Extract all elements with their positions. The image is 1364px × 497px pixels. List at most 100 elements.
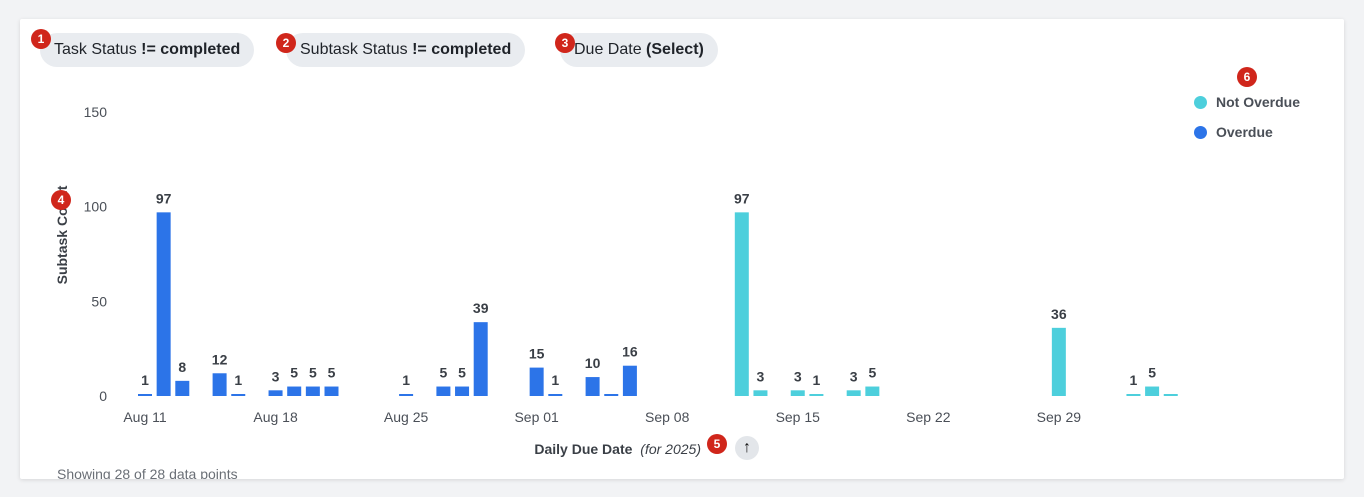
bar-value-label: 5 bbox=[328, 365, 336, 381]
bar-value-label: 5 bbox=[458, 365, 466, 381]
filter-chip-task-status[interactable]: Task Status != completed bbox=[40, 33, 255, 67]
bar-chart: 0 50 100 150 Aug 11 Aug 18 Aug 25 Sep 01 Sep 08… bbox=[54, 104, 1178, 457]
bar-not-overdue[interactable] bbox=[809, 394, 824, 396]
bar-overdue[interactable] bbox=[175, 380, 190, 396]
bar-not-overdue[interactable] bbox=[790, 390, 805, 396]
arrow-up-icon: ↑ bbox=[743, 439, 751, 456]
chart-card: Task Status != completed Subtask Status … bbox=[20, 19, 1344, 479]
x-tick-label: Sep 01 bbox=[514, 409, 559, 425]
bar-overdue[interactable] bbox=[455, 386, 470, 396]
bar-value-label: 3 bbox=[272, 368, 280, 384]
filter-chip-value: completed bbox=[160, 41, 241, 58]
marker-badge: 4 bbox=[51, 190, 71, 210]
bar-overdue[interactable] bbox=[287, 386, 302, 396]
bar-value-label: 5 bbox=[309, 365, 317, 381]
bar-value-label: 16 bbox=[622, 344, 638, 360]
y-axis: 0 50 100 150 bbox=[84, 104, 108, 404]
legend-swatch bbox=[1194, 126, 1207, 139]
bar-value-label: 36 bbox=[1051, 306, 1067, 322]
bar-overdue[interactable] bbox=[585, 377, 600, 396]
filter-chip-operator: != bbox=[412, 41, 427, 58]
bar-value-label: 5 bbox=[290, 365, 298, 381]
bar-not-overdue[interactable] bbox=[1126, 394, 1141, 396]
legend-label: Not Overdue bbox=[1216, 94, 1301, 110]
bar-overdue[interactable] bbox=[268, 390, 283, 396]
bar-overdue[interactable] bbox=[138, 394, 152, 396]
data-points-note: Showing 28 of 28 data points bbox=[57, 466, 238, 479]
bar-value-label: 3 bbox=[850, 368, 858, 384]
bar-overdue[interactable] bbox=[473, 322, 488, 396]
bar-value-label: 15 bbox=[529, 346, 545, 362]
bar-value-label: 5 bbox=[440, 365, 448, 381]
x-axis: Aug 11 Aug 18 Aug 25 Sep 01 Sep 08 Sep 15 Sep … bbox=[123, 409, 1081, 425]
marker-badge: 6 bbox=[1237, 67, 1257, 87]
bar-value-label: 5 bbox=[1148, 365, 1156, 381]
bar-value-label: 3 bbox=[794, 368, 802, 384]
bar-value-label: 10 bbox=[585, 355, 601, 371]
bar-value-label: 39 bbox=[473, 300, 489, 316]
bar-overdue[interactable] bbox=[231, 394, 246, 396]
bar-overdue[interactable] bbox=[305, 386, 320, 396]
filter-chip-subtask-status[interactable]: Subtask Status != completed bbox=[286, 33, 526, 67]
x-axis-label-suffix: (for 2025) bbox=[640, 441, 701, 457]
filter-chip-field: Task Status bbox=[54, 41, 137, 58]
bar-overdue[interactable] bbox=[436, 386, 451, 396]
filter-chip-field: Subtask Status bbox=[300, 41, 408, 58]
marker-badge: 2 bbox=[276, 33, 296, 53]
bar-not-overdue[interactable] bbox=[1051, 327, 1066, 396]
bar-value-label: 8 bbox=[178, 359, 186, 375]
bar-overdue[interactable] bbox=[324, 386, 339, 396]
y-tick-label: 50 bbox=[91, 293, 107, 309]
x-tick-label: Sep 08 bbox=[645, 409, 690, 425]
bar-not-overdue[interactable] bbox=[846, 390, 861, 396]
bar-value-label: 1 bbox=[551, 372, 559, 388]
bars bbox=[138, 212, 1178, 396]
sort-button[interactable]: ↑ bbox=[735, 436, 759, 460]
bar-value-label: 1 bbox=[234, 372, 242, 388]
bar-value-label: 12 bbox=[212, 351, 228, 367]
bar-overdue[interactable] bbox=[622, 365, 637, 396]
filter-chip-value: (Select) bbox=[646, 41, 704, 58]
bar-value-label: 1 bbox=[1130, 372, 1138, 388]
bar-not-overdue[interactable] bbox=[753, 390, 768, 396]
bar-value-label: 97 bbox=[156, 190, 172, 206]
marker-badge: 1 bbox=[31, 29, 51, 49]
bar-overdue[interactable] bbox=[212, 373, 227, 396]
x-tick-label: Sep 22 bbox=[906, 409, 951, 425]
bar-overdue[interactable] bbox=[604, 394, 619, 396]
y-axis-label: Subtask Count bbox=[54, 185, 70, 284]
bar-not-overdue[interactable] bbox=[1163, 394, 1178, 396]
legend-label: Overdue bbox=[1216, 124, 1273, 140]
x-tick-label: Sep 29 bbox=[1037, 409, 1082, 425]
bar-value-label: 1 bbox=[402, 372, 410, 388]
filter-chip-value: completed bbox=[431, 41, 512, 58]
bar-value-label: 1 bbox=[813, 372, 821, 388]
x-tick-label: Aug 18 bbox=[253, 409, 298, 425]
filter-chip-due-date[interactable]: Due Date (Select) bbox=[560, 33, 718, 67]
y-tick-label: 100 bbox=[84, 199, 108, 215]
bar-value-label: 97 bbox=[734, 190, 750, 206]
x-axis-label: Daily Due Date (for 2025) bbox=[534, 441, 701, 457]
x-tick-label: Aug 11 bbox=[123, 409, 167, 425]
legend-swatch bbox=[1194, 96, 1207, 109]
y-tick-label: 0 bbox=[99, 388, 107, 404]
x-tick-label: Aug 25 bbox=[384, 409, 429, 425]
bar-overdue[interactable] bbox=[156, 212, 171, 396]
filter-chip-operator: != bbox=[141, 41, 156, 58]
bar-overdue[interactable] bbox=[399, 394, 414, 396]
bar-value-label: 3 bbox=[757, 368, 765, 384]
marker-badge: 5 bbox=[707, 434, 727, 454]
filter-chip-field: Due Date bbox=[574, 41, 642, 58]
x-tick-label: Sep 15 bbox=[776, 409, 821, 425]
bar-value-label: 5 bbox=[868, 365, 876, 381]
marker-badge: 3 bbox=[555, 33, 575, 53]
bar-overdue[interactable] bbox=[529, 367, 544, 396]
bar-value-label: 1 bbox=[141, 372, 149, 388]
bar-overdue[interactable] bbox=[548, 394, 563, 396]
bar-not-overdue[interactable] bbox=[734, 212, 749, 396]
bar-not-overdue[interactable] bbox=[1145, 386, 1160, 396]
y-tick-label: 150 bbox=[84, 104, 108, 120]
bar-not-overdue[interactable] bbox=[865, 386, 880, 396]
x-axis-label-main: Daily Due Date bbox=[534, 441, 632, 457]
